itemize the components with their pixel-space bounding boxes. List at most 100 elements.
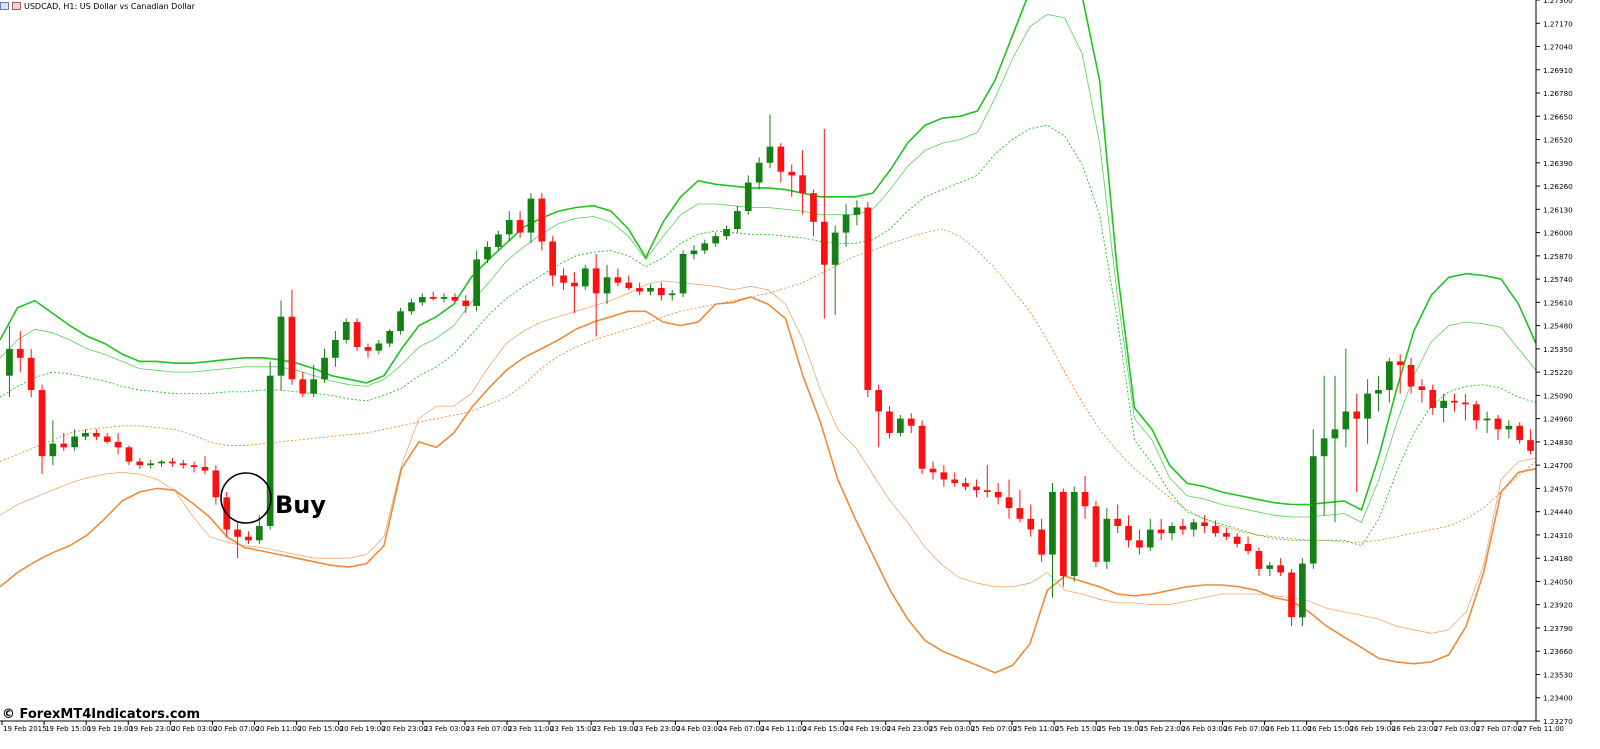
x-tick-label: 24 Feb 15:00 — [803, 725, 849, 733]
candle — [1060, 488, 1067, 587]
candle-body — [886, 411, 893, 433]
candle-body — [603, 277, 611, 294]
candle — [234, 522, 241, 559]
candle-body — [1418, 386, 1426, 390]
y-tick-label: 1.24440 — [1543, 508, 1573, 517]
candle — [1016, 490, 1024, 523]
candle — [864, 202, 872, 398]
candle — [1092, 500, 1100, 568]
y-tick-label: 1.26130 — [1543, 205, 1573, 214]
x-tick-label: 25 Feb 07:00 — [971, 725, 1017, 733]
candle-body — [1005, 497, 1013, 509]
candle-body — [505, 220, 513, 235]
y-tick-label: 1.23400 — [1543, 694, 1573, 703]
candle-body — [364, 347, 372, 351]
candle — [1277, 558, 1284, 577]
candle-body — [658, 288, 665, 296]
candle-body — [744, 182, 752, 212]
candle-body — [462, 300, 470, 306]
candle — [777, 143, 785, 183]
candle — [1288, 568, 1295, 627]
candle — [495, 230, 502, 251]
candle-body — [1309, 456, 1317, 564]
candle — [169, 458, 176, 467]
candle-body — [679, 254, 687, 294]
candle — [1255, 547, 1263, 577]
candle — [1483, 411, 1491, 433]
candle-body — [614, 277, 622, 283]
y-tick-label: 1.27300 — [1543, 0, 1573, 5]
candle — [1114, 504, 1121, 534]
x-tick-label: 20 Feb 19:00 — [340, 725, 386, 733]
candle — [1244, 536, 1252, 555]
candle — [1505, 420, 1513, 439]
candle-body — [332, 339, 339, 358]
candle — [6, 325, 13, 398]
candle — [71, 429, 78, 451]
candle-body — [429, 297, 437, 299]
candle-body — [1429, 390, 1437, 408]
candle-body — [1342, 411, 1350, 430]
candle-body — [310, 379, 317, 394]
candle-body — [907, 418, 915, 426]
candle-body — [418, 297, 426, 303]
candle — [821, 128, 828, 319]
chart-title: USDCAD, H1: US Dollar vs Canadian Dollar — [24, 1, 195, 11]
candle-body — [1353, 411, 1361, 419]
candle-body — [353, 322, 361, 347]
candle-body — [1407, 365, 1415, 387]
candle-body — [755, 162, 763, 183]
candle-body — [723, 229, 730, 237]
candle-body — [1136, 540, 1143, 548]
x-tick-label: 26 Feb 19:00 — [1350, 725, 1396, 733]
candle — [1299, 558, 1306, 627]
candle — [560, 268, 567, 290]
candle-body — [962, 483, 969, 487]
candle — [940, 465, 948, 487]
candle-body — [1070, 492, 1078, 577]
candle — [1429, 384, 1437, 416]
candle — [1407, 357, 1415, 394]
chart-window-icon[interactable] — [0, 2, 9, 10]
candle-body — [1505, 425, 1513, 430]
chart-window-icon-alt[interactable] — [12, 2, 21, 10]
candle — [538, 193, 546, 251]
candle-body — [484, 246, 491, 260]
x-tick-label: 23 Feb 15:00 — [550, 725, 596, 733]
y-tick-label: 1.23920 — [1543, 601, 1573, 610]
candle — [1125, 515, 1132, 548]
candle-body — [1168, 526, 1176, 534]
candle-body — [103, 436, 111, 442]
candle — [440, 293, 448, 303]
candle — [364, 343, 372, 358]
candle-body — [1440, 400, 1447, 408]
x-tick-label: 27 Feb 07:00 — [1476, 725, 1522, 733]
candle — [527, 193, 535, 244]
candle — [484, 241, 491, 263]
candle — [288, 289, 296, 385]
candle — [429, 291, 437, 301]
y-tick-label: 1.23270 — [1543, 717, 1573, 726]
candle-body — [788, 171, 796, 176]
candle-body — [527, 198, 535, 233]
candle-body — [1179, 526, 1187, 530]
candle — [799, 150, 806, 215]
x-tick-label: 27 Feb 03:00 — [1434, 725, 1480, 733]
candle — [592, 254, 600, 337]
candle-body — [571, 282, 578, 287]
candle-body — [875, 390, 882, 412]
y-tick-label: 1.25870 — [1543, 252, 1573, 261]
y-tick-label: 1.25740 — [1543, 275, 1573, 284]
candle-body — [1223, 533, 1230, 537]
candle-body — [169, 461, 176, 464]
bollinger-bands — [0, 0, 1537, 674]
candle — [190, 461, 198, 473]
candle — [418, 293, 426, 306]
candle-body — [386, 331, 393, 344]
candle-body — [1386, 361, 1393, 390]
band-middle — [0, 124, 1537, 547]
candle — [516, 211, 524, 238]
candle-body — [777, 146, 785, 172]
candle — [1309, 429, 1317, 569]
